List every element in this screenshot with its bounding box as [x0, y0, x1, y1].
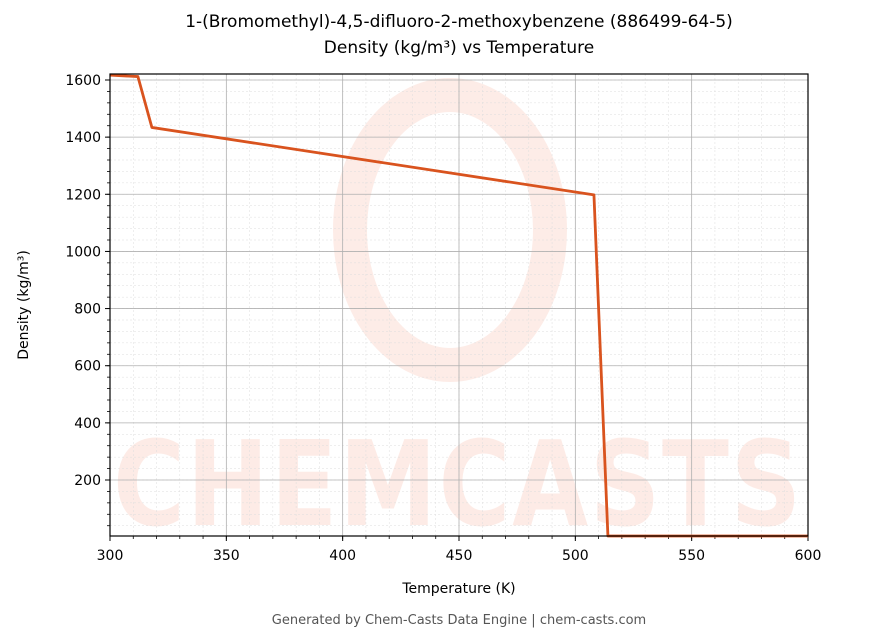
- x-tick-label: 550: [678, 548, 705, 564]
- x-tick-label: 400: [329, 548, 356, 564]
- x-tick-label: 600: [795, 548, 822, 564]
- y-axis-label: Density (kg/m³): [16, 250, 32, 360]
- watermark-group: CHEMCASTS: [113, 78, 803, 553]
- y-tick-label: 1000: [65, 244, 101, 260]
- y-tick-label: 1400: [65, 130, 101, 146]
- plot-frame: [109, 73, 809, 537]
- chart-subtitle: Density (kg/m³) vs Temperature: [324, 38, 594, 58]
- x-tick-label: 500: [562, 548, 589, 564]
- watermark-text: CHEMCASTS: [113, 415, 803, 553]
- chart-title: 1-(Bromomethyl)-4,5-difluoro-2-methoxybe…: [185, 12, 733, 32]
- y-tick-label: 400: [74, 416, 101, 432]
- y-tick-label: 1200: [65, 187, 101, 203]
- x-tick-label: 450: [446, 548, 473, 564]
- y-tick-label: 1600: [65, 73, 101, 89]
- x-tick-label: 300: [97, 548, 124, 564]
- footer: Generated by Chem-Casts Data Engine | ch…: [272, 613, 646, 628]
- y-tick-label: 600: [74, 359, 101, 375]
- watermark-logo: [333, 78, 567, 382]
- x-axis-label: Temperature (K): [401, 581, 515, 597]
- x-tick-label: 350: [213, 548, 240, 564]
- y-tick-label: 200: [74, 473, 101, 489]
- y-tick-label: 800: [74, 302, 101, 318]
